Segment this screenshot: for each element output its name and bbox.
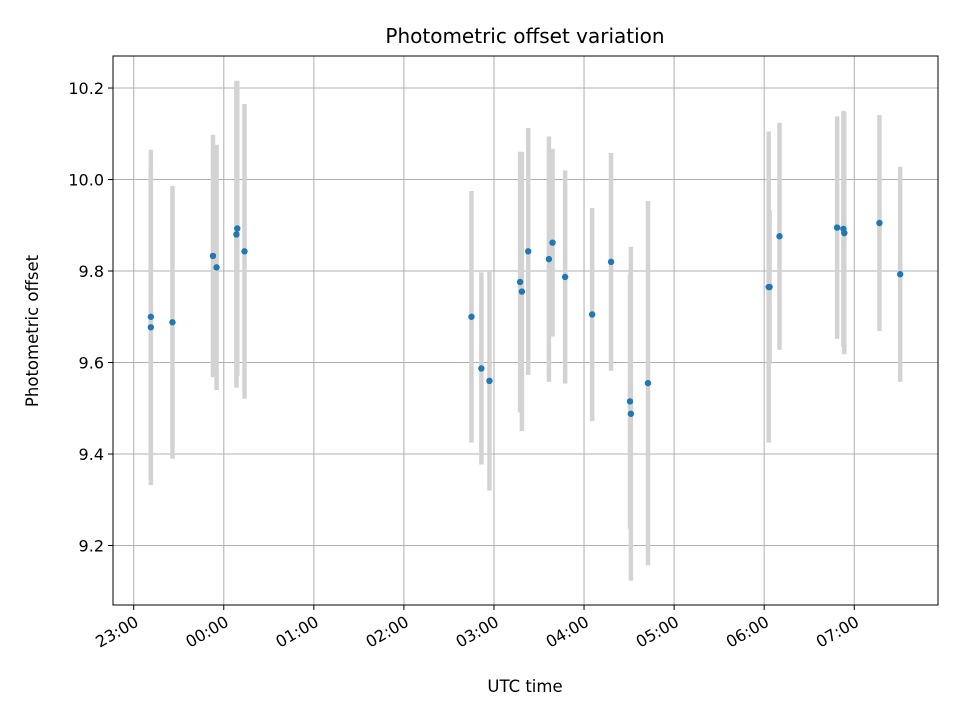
- y-tick-label: 9.8: [79, 262, 104, 281]
- data-point: [234, 225, 241, 232]
- data-point: [644, 379, 652, 387]
- y-tick-label: 9.6: [79, 354, 104, 373]
- chart-title: Photometric offset variation: [385, 24, 664, 48]
- data-point: [518, 288, 526, 295]
- data-point: [486, 377, 493, 385]
- data-point: [627, 410, 635, 417]
- data-point: [896, 271, 904, 278]
- data-points: [147, 219, 904, 417]
- data-point: [607, 258, 615, 266]
- grid: [113, 56, 938, 605]
- y-axis: 9.2 9.4 9.6 9.8 10.0 10.2: [68, 79, 113, 556]
- y-tick-label: 9.2: [79, 537, 104, 556]
- y-tick-label: 9.4: [79, 445, 104, 464]
- y-tick-label: 10.0: [68, 171, 104, 190]
- data-point: [876, 219, 883, 227]
- data-point: [561, 273, 569, 281]
- y-axis-label: Photometric offset: [23, 254, 42, 407]
- data-point: [147, 313, 155, 320]
- data-point: [516, 278, 524, 286]
- data-point: [549, 239, 556, 246]
- plot-frame: [112, 55, 939, 606]
- data-point: [468, 313, 475, 320]
- data-point: [241, 248, 248, 255]
- data-point: [776, 233, 783, 240]
- data-point: [478, 365, 485, 372]
- data-point: [213, 264, 220, 271]
- data-point: [525, 248, 532, 255]
- data-point: [545, 255, 553, 263]
- data-point: [766, 283, 773, 291]
- data-point: [833, 224, 841, 231]
- y-tick-label: 10.2: [68, 79, 104, 98]
- data-point: [169, 319, 176, 326]
- x-axis-label: UTC time: [487, 677, 562, 696]
- data-point: [147, 324, 155, 331]
- data-point: [626, 398, 634, 405]
- data-point: [233, 231, 240, 238]
- data-point: [841, 229, 848, 237]
- data-point: [588, 311, 596, 318]
- data-point: [209, 252, 217, 260]
